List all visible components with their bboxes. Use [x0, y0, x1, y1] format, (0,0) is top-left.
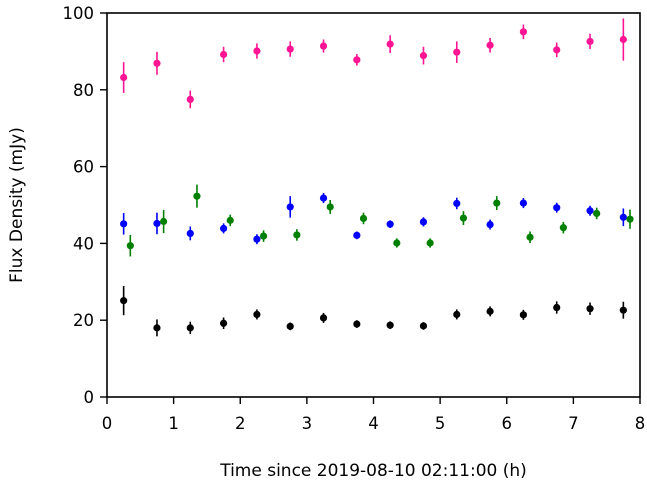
- y-tick-label: 60: [73, 158, 94, 177]
- data-point: [553, 46, 561, 54]
- data-point: [486, 41, 494, 49]
- data-point: [253, 310, 261, 319]
- data-point: [120, 297, 128, 305]
- data-point: [586, 305, 594, 313]
- plot-frame: [106, 12, 641, 398]
- series-1: [120, 193, 627, 245]
- data-point: [453, 199, 461, 208]
- data-point: [219, 319, 228, 327]
- x-tick-label: 3: [302, 414, 313, 433]
- data-point: [426, 239, 434, 247]
- series-3: [120, 286, 627, 337]
- data-point: [120, 220, 128, 228]
- data-point: [419, 52, 428, 60]
- x-tick-label: 4: [368, 414, 379, 433]
- data-point: [386, 220, 394, 228]
- series-0: [120, 18, 627, 109]
- data-point: [160, 217, 168, 226]
- data-point: [353, 320, 361, 328]
- data-point: [253, 47, 261, 55]
- data-point: [359, 214, 368, 223]
- data-series: [120, 18, 634, 337]
- data-point: [386, 321, 394, 329]
- data-point: [219, 50, 228, 59]
- y-axis-label: Flux Density (mJy): [7, 127, 27, 283]
- data-point: [286, 322, 294, 330]
- data-point: [319, 314, 328, 322]
- data-point: [153, 324, 161, 332]
- x-tick-label: 7: [568, 414, 579, 433]
- x-axis-label: Time since 2019-08-10 02:11:00 (h): [219, 461, 527, 481]
- data-point: [353, 231, 361, 239]
- data-point: [186, 324, 194, 332]
- x-tick-label: 5: [435, 414, 446, 433]
- data-point: [586, 207, 594, 215]
- data-point: [293, 231, 301, 239]
- data-point: [559, 224, 567, 232]
- data-point: [486, 220, 494, 229]
- data-point: [326, 203, 334, 211]
- data-point: [519, 199, 528, 207]
- data-point: [319, 42, 328, 50]
- data-point: [253, 235, 261, 243]
- data-point: [186, 95, 194, 103]
- data-point: [386, 40, 394, 48]
- data-point: [526, 233, 534, 241]
- y-tick-label: 0: [84, 388, 95, 407]
- data-point: [619, 213, 627, 221]
- x-tick-label: 1: [168, 414, 179, 433]
- data-point: [486, 307, 494, 315]
- data-point: [126, 242, 134, 250]
- y-tick-label: 100: [63, 4, 95, 23]
- data-point: [553, 204, 561, 212]
- data-point: [259, 232, 268, 240]
- data-point: [619, 35, 627, 44]
- data-point: [319, 194, 328, 202]
- data-point: [153, 59, 161, 67]
- data-point: [153, 219, 161, 228]
- data-point: [286, 45, 294, 53]
- data-point: [519, 311, 528, 319]
- data-point: [619, 306, 627, 314]
- data-point: [586, 37, 594, 46]
- data-point: [286, 203, 294, 211]
- series-2: [126, 184, 634, 257]
- x-tick-label: 0: [102, 414, 113, 433]
- data-point: [393, 239, 401, 247]
- data-point: [453, 48, 461, 56]
- y-tick-label: 40: [73, 234, 94, 253]
- data-point: [626, 215, 634, 223]
- data-point: [120, 73, 128, 82]
- data-point: [353, 56, 361, 64]
- data-point: [593, 209, 601, 218]
- y-tick-label: 20: [73, 311, 94, 330]
- y-tick-label: 80: [73, 81, 94, 100]
- data-point: [459, 214, 468, 222]
- data-point: [193, 192, 201, 200]
- data-point: [453, 310, 461, 319]
- data-point: [419, 218, 428, 226]
- x-tick-label: 2: [235, 414, 246, 433]
- data-point: [419, 322, 428, 330]
- data-point: [186, 229, 194, 238]
- data-point: [519, 28, 528, 36]
- x-tick-label: 8: [635, 414, 646, 433]
- x-tick-label: 6: [502, 414, 513, 433]
- data-point: [219, 224, 228, 233]
- data-point: [553, 303, 561, 312]
- data-point: [493, 199, 501, 207]
- data-point: [226, 216, 234, 224]
